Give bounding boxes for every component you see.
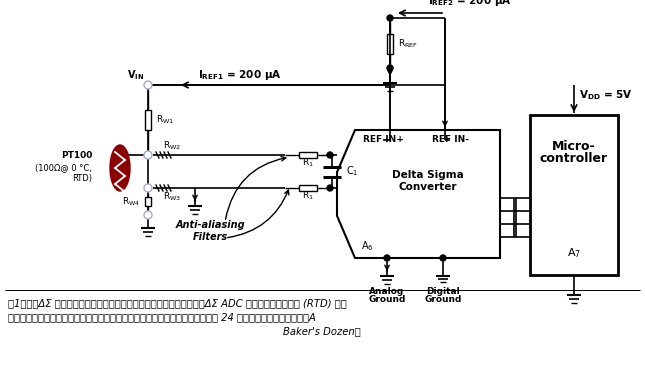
Circle shape bbox=[144, 151, 152, 159]
Bar bbox=[299, 185, 317, 191]
Circle shape bbox=[440, 255, 446, 261]
Circle shape bbox=[144, 81, 152, 89]
Text: $\mathregular{A_6}$: $\mathregular{A_6}$ bbox=[361, 239, 373, 253]
Text: $\mathregular{R_{W1}}$: $\mathregular{R_{W1}}$ bbox=[156, 114, 174, 126]
Text: Converter: Converter bbox=[398, 182, 457, 192]
Circle shape bbox=[387, 65, 393, 71]
Text: $\mathregular{I_{REF2}}$ = 200 μA: $\mathregular{I_{REF2}}$ = 200 μA bbox=[428, 0, 512, 8]
Text: Ground: Ground bbox=[424, 294, 462, 303]
Circle shape bbox=[144, 184, 152, 192]
Text: $\mathregular{C_1}$: $\mathregular{C_1}$ bbox=[346, 165, 359, 178]
Bar bbox=[530, 115, 618, 275]
Text: $\mathregular{R_1}$: $\mathregular{R_1}$ bbox=[302, 157, 313, 169]
Text: $\mathregular{R_{W3}}$: $\mathregular{R_{W3}}$ bbox=[163, 191, 181, 203]
Bar bbox=[145, 110, 151, 130]
Text: Digital: Digital bbox=[426, 287, 460, 296]
Bar bbox=[299, 152, 317, 158]
Text: Delta Sigma: Delta Sigma bbox=[392, 170, 463, 180]
Bar bbox=[145, 197, 151, 206]
Text: $\mathregular{V_{IN}}$: $\mathregular{V_{IN}}$ bbox=[127, 68, 144, 82]
Text: REF IN-: REF IN- bbox=[432, 135, 468, 145]
Text: $\mathregular{I_{REF1}}$ = 200 μA: $\mathregular{I_{REF1}}$ = 200 μA bbox=[198, 68, 282, 82]
Text: $\mathregular{A_7}$: $\mathregular{A_7}$ bbox=[567, 246, 581, 260]
Text: controller: controller bbox=[540, 152, 608, 165]
Text: $\mathregular{V_{DD}}$ = 5V: $\mathregular{V_{DD}}$ = 5V bbox=[579, 88, 633, 102]
Polygon shape bbox=[337, 130, 500, 258]
Circle shape bbox=[327, 152, 333, 158]
Text: Baker's Dozen）: Baker's Dozen） bbox=[283, 326, 361, 336]
Circle shape bbox=[387, 15, 393, 21]
Text: Ground: Ground bbox=[368, 294, 406, 303]
Text: 图1：一个ΔΣ 几乎包含所有用于滤波和增益的必要电路。在此示例中，ΔΣ ADC 对小电阻温度检测器 (RTD) 电压: 图1：一个ΔΣ 几乎包含所有用于滤波和增益的必要电路。在此示例中，ΔΣ ADC … bbox=[8, 298, 347, 308]
Text: $\mathregular{R_1}$: $\mathregular{R_1}$ bbox=[302, 190, 313, 202]
Bar bbox=[387, 34, 393, 54]
Circle shape bbox=[144, 211, 152, 219]
Text: (100Ω@ 0 °C,: (100Ω@ 0 °C, bbox=[35, 163, 92, 172]
Text: 进行感测并数字化。然后，它使用内部数字信号增益和滤波来呈现一个低噪声的 24 位数字结果。（图片来源：A: 进行感测并数字化。然后，它使用内部数字信号增益和滤波来呈现一个低噪声的 24 位… bbox=[8, 312, 316, 322]
Text: Analog: Analog bbox=[370, 287, 404, 296]
Ellipse shape bbox=[110, 145, 130, 191]
Text: Filters: Filters bbox=[192, 232, 228, 242]
Text: REF IN+: REF IN+ bbox=[362, 135, 403, 145]
Text: $\mathregular{R_{REF}}$: $\mathregular{R_{REF}}$ bbox=[398, 38, 418, 50]
Text: Micro-: Micro- bbox=[552, 140, 596, 154]
Circle shape bbox=[384, 255, 390, 261]
Text: PT100: PT100 bbox=[61, 151, 92, 161]
Circle shape bbox=[327, 185, 333, 191]
Text: $\mathregular{R_{W4}}$: $\mathregular{R_{W4}}$ bbox=[122, 195, 140, 208]
Text: RTD): RTD) bbox=[72, 174, 92, 183]
Text: Anti-aliasing: Anti-aliasing bbox=[175, 220, 245, 230]
Text: $\mathregular{R_{W2}}$: $\mathregular{R_{W2}}$ bbox=[163, 140, 181, 152]
